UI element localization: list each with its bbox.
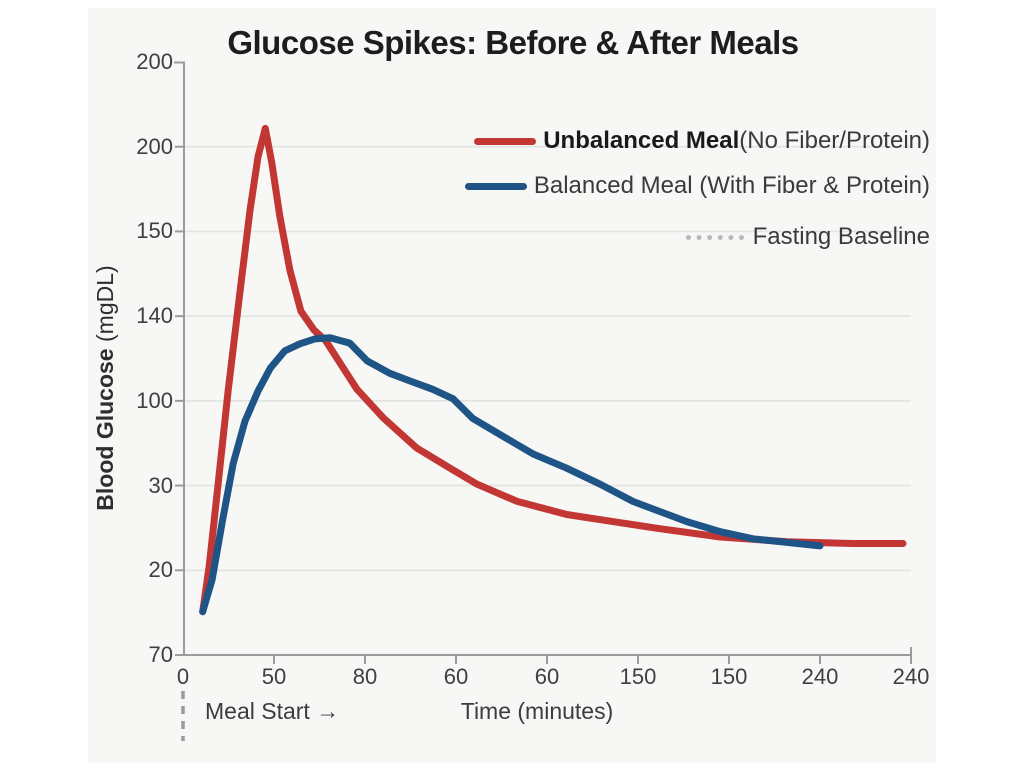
x-tick-label: 50 (261, 664, 287, 689)
x-tick-label: 150 (710, 664, 748, 689)
x-tick-label: 150 (619, 664, 657, 689)
legend-swatch-dotted-line-icon (685, 234, 744, 240)
legend-item-unbalanced: Unbalanced Meal (No Fiber/Protein) (474, 127, 930, 155)
x-tick-label: 240 (892, 664, 930, 689)
x-tick-label: 240 (801, 664, 839, 689)
legend-swatch-red-line-icon (474, 137, 537, 145)
y-tick-label: 140 (136, 303, 173, 329)
y-tick-label: 30 (148, 472, 173, 498)
chart-title: Glucose Spikes: Before & After Meals (227, 24, 799, 61)
x-axis-label: Time (minutes) (460, 698, 614, 724)
y-tick-label: 200 (136, 49, 173, 74)
y-tick-label: 150 (136, 218, 173, 244)
series-line-unbalanced (199, 124, 907, 616)
meal-start-annotation: Meal Start → (205, 698, 340, 724)
legend-label: Balanced Meal (With Fiber & Protein) (533, 172, 930, 199)
x-tick-label: 80 (352, 664, 378, 689)
legend-label: Fasting Baseline (752, 223, 930, 250)
y-tick-label: 20 (148, 557, 173, 583)
x-tick-label: 60 (534, 664, 560, 689)
legend-swatch-blue-line-icon (464, 182, 527, 190)
legend-label-rest: (No Fiber/Protein) (739, 127, 930, 154)
y-tick-label: 200 (136, 133, 173, 159)
legend-item-balanced: Balanced Meal (With Fiber & Protein) (464, 172, 930, 200)
legend-item-fasting: Fasting Baseline (685, 223, 930, 251)
x-tick-label: 0 (176, 664, 190, 689)
legend: Unbalanced Meal (No Fiber/Protein) Balan… (464, 127, 930, 251)
series-line-balanced (199, 334, 824, 616)
x-tick-label: 60 (443, 664, 469, 689)
legend-label-bold: Unbalanced Meal (543, 127, 740, 154)
y-tick-label: 70 (148, 642, 173, 667)
axis-line (174, 61, 912, 656)
y-tick-label: 100 (136, 387, 173, 413)
